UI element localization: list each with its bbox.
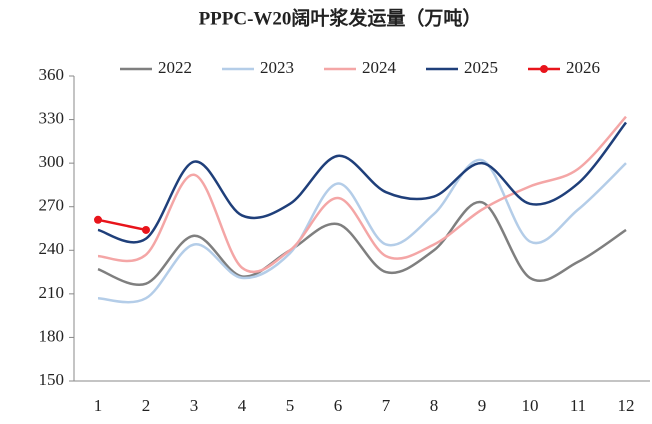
y-tick-label: 330 xyxy=(39,108,65,127)
y-tick-label: 360 xyxy=(39,65,65,84)
legend-label: 2026 xyxy=(566,58,600,77)
x-tick-label: 11 xyxy=(570,396,586,415)
series-marker xyxy=(94,215,102,224)
x-tick-label: 4 xyxy=(238,396,247,415)
y-tick-label: 150 xyxy=(39,370,65,389)
x-tick-label: 9 xyxy=(478,396,487,415)
series-marker xyxy=(142,225,150,234)
x-tick-label: 3 xyxy=(190,396,199,415)
x-tick-label: 7 xyxy=(382,396,391,415)
x-tick-label: 1 xyxy=(94,396,103,415)
y-tick-label: 210 xyxy=(39,283,65,302)
y-tick-label: 300 xyxy=(39,152,65,171)
chart-title: PPPC-W20阔叶浆发运量（万吨） xyxy=(199,6,482,29)
series-line xyxy=(97,115,627,274)
series-line xyxy=(97,158,627,304)
legend-label: 2025 xyxy=(464,58,498,77)
x-tick-label: 6 xyxy=(334,396,343,415)
y-tick-label: 240 xyxy=(39,239,65,258)
legend-label: 2023 xyxy=(260,58,294,77)
x-tick-label: 10 xyxy=(522,396,539,415)
legend-label: 2024 xyxy=(362,58,397,77)
x-tick-label: 2 xyxy=(142,396,151,415)
series-line xyxy=(97,218,147,232)
series-line xyxy=(97,121,627,244)
x-tick-label: 5 xyxy=(286,396,295,415)
x-tick-label: 12 xyxy=(618,396,635,415)
legend-marker xyxy=(540,65,548,73)
y-tick-label: 270 xyxy=(39,196,65,215)
y-tick-label: 180 xyxy=(39,326,65,345)
x-tick-label: 8 xyxy=(430,396,439,415)
legend-label: 2022 xyxy=(158,58,192,77)
series-line xyxy=(97,201,627,287)
